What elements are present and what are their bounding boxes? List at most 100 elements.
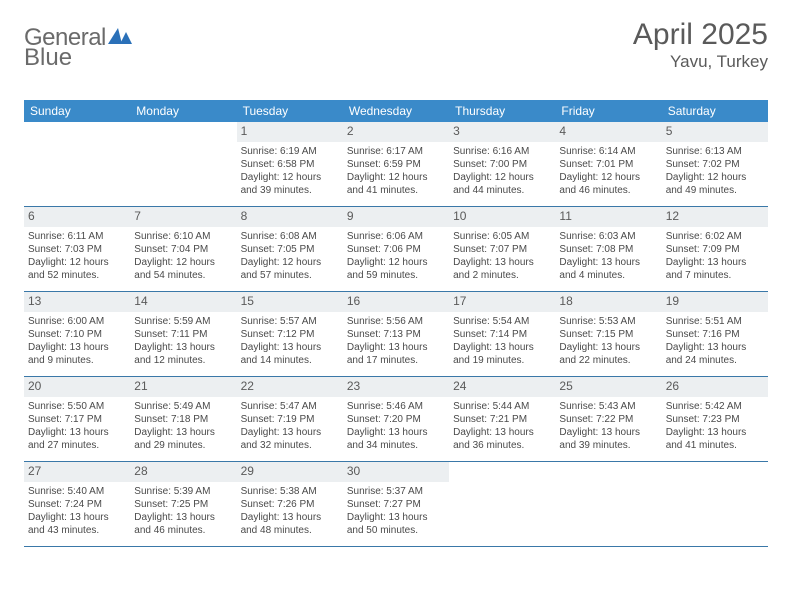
daylight-line: Daylight: 13 hours and 43 minutes. bbox=[28, 511, 126, 537]
day-cell: . bbox=[130, 122, 236, 206]
day-cell: 14Sunrise: 5:59 AMSunset: 7:11 PMDayligh… bbox=[130, 292, 236, 376]
sunset-line: Sunset: 7:11 PM bbox=[134, 328, 232, 341]
sunset-line: Sunset: 6:58 PM bbox=[241, 158, 339, 171]
daylight-line: Daylight: 13 hours and 29 minutes. bbox=[134, 426, 232, 452]
dow-cell: Saturday bbox=[662, 100, 768, 122]
day-cell: 7 Sunrise: 6:10 AMSunset: 7:04 PMDaylight… bbox=[130, 207, 236, 291]
day-cell: 6Sunrise: 6:11 AMSunset: 7:03 PMDaylight… bbox=[24, 207, 130, 291]
sunrise-line: Sunrise: 5:54 AM bbox=[453, 315, 551, 328]
page-subtitle: Yavu, Turkey bbox=[633, 52, 768, 72]
day-number: 10 bbox=[449, 207, 555, 227]
sunrise-line: Sunrise: 5:39 AM bbox=[134, 485, 232, 498]
day-cell: 21Sunrise: 5:49 AMSunset: 7:18 PMDayligh… bbox=[130, 377, 236, 461]
day-cell: 5Sunrise: 6:13 AMSunset: 7:02 PMDaylight… bbox=[662, 122, 768, 206]
calendar: SundayMondayTuesdayWednesdayThursdayFrid… bbox=[24, 100, 768, 547]
day-cell: 3Sunrise: 6:16 AMSunset: 7:00 PMDaylight… bbox=[449, 122, 555, 206]
sunrise-line: Sunrise: 5:47 AM bbox=[241, 400, 339, 413]
day-number: 16 bbox=[343, 292, 449, 312]
day-cell: 29Sunrise: 5:38 AMSunset: 7:26 PMDayligh… bbox=[237, 462, 343, 546]
daylight-line: Daylight: 13 hours and 9 minutes. bbox=[28, 341, 126, 367]
brand-word2: Blue bbox=[24, 44, 72, 72]
day-number: 24 bbox=[449, 377, 555, 397]
sunset-line: Sunset: 7:14 PM bbox=[453, 328, 551, 341]
day-number: 25 bbox=[555, 377, 661, 397]
week-row: 20Sunrise: 5:50 AMSunset: 7:17 PMDayligh… bbox=[24, 377, 768, 462]
week-row: 27Sunrise: 5:40 AMSunset: 7:24 PMDayligh… bbox=[24, 462, 768, 547]
day-number: 29 bbox=[237, 462, 343, 482]
sunrise-line: Sunrise: 5:56 AM bbox=[347, 315, 445, 328]
page-title: April 2025 bbox=[633, 18, 768, 52]
day-number: 17 bbox=[449, 292, 555, 312]
sunrise-line: Sunrise: 6:08 AM bbox=[241, 230, 339, 243]
sunset-line: Sunset: 7:08 PM bbox=[559, 243, 657, 256]
day-number: 30 bbox=[343, 462, 449, 482]
day-cell: 24Sunrise: 5:44 AMSunset: 7:21 PMDayligh… bbox=[449, 377, 555, 461]
sunrise-line: Sunrise: 5:51 AM bbox=[666, 315, 764, 328]
week-row: 6Sunrise: 6:11 AMSunset: 7:03 PMDaylight… bbox=[24, 207, 768, 292]
sunset-line: Sunset: 7:20 PM bbox=[347, 413, 445, 426]
sunset-line: Sunset: 7:05 PM bbox=[241, 243, 339, 256]
week-row: ..1Sunrise: 6:19 AMSunset: 6:58 PMDaylig… bbox=[24, 122, 768, 207]
daylight-line: Daylight: 12 hours and 41 minutes. bbox=[347, 171, 445, 197]
sunset-line: Sunset: 7:24 PM bbox=[28, 498, 126, 511]
day-number: 13 bbox=[24, 292, 130, 312]
day-cell: . bbox=[24, 122, 130, 206]
dow-cell: Friday bbox=[555, 100, 661, 122]
sunset-line: Sunset: 7:07 PM bbox=[453, 243, 551, 256]
day-cell: 27 Sunrise: 5:40 AMSunset: 7:24 PMDayligh… bbox=[24, 462, 130, 546]
sunrise-line: Sunrise: 5:49 AM bbox=[134, 400, 232, 413]
daylight-line: Daylight: 13 hours and 14 minutes. bbox=[241, 341, 339, 367]
daylight-line: Daylight: 13 hours and 27 minutes. bbox=[28, 426, 126, 452]
day-number: 19 bbox=[662, 292, 768, 312]
sunset-line: Sunset: 6:59 PM bbox=[347, 158, 445, 171]
day-number: 18 bbox=[555, 292, 661, 312]
day-number: 7 bbox=[130, 207, 236, 227]
dow-cell: Wednesday bbox=[343, 100, 449, 122]
day-cell: 4Sunrise: 6:14 AMSunset: 7:01 PMDaylight… bbox=[555, 122, 661, 206]
daylight-line: Daylight: 12 hours and 57 minutes. bbox=[241, 256, 339, 282]
brand-triangle-icon bbox=[108, 26, 134, 51]
day-number: 5 bbox=[662, 122, 768, 142]
day-number: 4 bbox=[555, 122, 661, 142]
daylight-line: Daylight: 12 hours and 39 minutes. bbox=[241, 171, 339, 197]
daylight-line: Daylight: 13 hours and 2 minutes. bbox=[453, 256, 551, 282]
day-cell: 12Sunrise: 6:02 AMSunset: 7:09 PMDayligh… bbox=[662, 207, 768, 291]
day-number: 11 bbox=[555, 207, 661, 227]
daylight-line: Daylight: 13 hours and 12 minutes. bbox=[134, 341, 232, 367]
sunset-line: Sunset: 7:09 PM bbox=[666, 243, 764, 256]
sunset-line: Sunset: 7:01 PM bbox=[559, 158, 657, 171]
daylight-line: Daylight: 13 hours and 22 minutes. bbox=[559, 341, 657, 367]
day-number: 9 bbox=[343, 207, 449, 227]
sunset-line: Sunset: 7:03 PM bbox=[28, 243, 126, 256]
day-number: 12 bbox=[662, 207, 768, 227]
sunrise-line: Sunrise: 6:17 AM bbox=[347, 145, 445, 158]
daylight-line: Daylight: 13 hours and 17 minutes. bbox=[347, 341, 445, 367]
day-cell: . bbox=[449, 462, 555, 546]
day-cell: . bbox=[555, 462, 661, 546]
day-cell: 19Sunrise: 5:51 AMSunset: 7:16 PMDayligh… bbox=[662, 292, 768, 376]
day-cell: 20Sunrise: 5:50 AMSunset: 7:17 PMDayligh… bbox=[24, 377, 130, 461]
daylight-line: Daylight: 12 hours and 46 minutes. bbox=[559, 171, 657, 197]
sunrise-line: Sunrise: 6:00 AM bbox=[28, 315, 126, 328]
sunrise-line: Sunrise: 6:10 AM bbox=[134, 230, 232, 243]
day-cell: 30Sunrise: 5:37 AMSunset: 7:27 PMDayligh… bbox=[343, 462, 449, 546]
sunrise-line: Sunrise: 6:06 AM bbox=[347, 230, 445, 243]
sunset-line: Sunset: 7:04 PM bbox=[134, 243, 232, 256]
day-number: 6 bbox=[24, 207, 130, 227]
daylight-line: Daylight: 12 hours and 54 minutes. bbox=[134, 256, 232, 282]
day-number: 3 bbox=[449, 122, 555, 142]
sunrise-line: Sunrise: 5:40 AM bbox=[28, 485, 126, 498]
daylight-line: Daylight: 13 hours and 19 minutes. bbox=[453, 341, 551, 367]
day-cell: 13Sunrise: 6:00 AMSunset: 7:10 PMDayligh… bbox=[24, 292, 130, 376]
daylight-line: Daylight: 13 hours and 36 minutes. bbox=[453, 426, 551, 452]
header: General April 2025 Yavu, Turkey bbox=[24, 18, 768, 72]
dow-cell: Tuesday bbox=[237, 100, 343, 122]
sunrise-line: Sunrise: 6:05 AM bbox=[453, 230, 551, 243]
sunset-line: Sunset: 7:27 PM bbox=[347, 498, 445, 511]
sunset-line: Sunset: 7:06 PM bbox=[347, 243, 445, 256]
dow-cell: Monday bbox=[130, 100, 236, 122]
day-number: 27 bbox=[24, 462, 130, 482]
sunrise-line: Sunrise: 5:38 AM bbox=[241, 485, 339, 498]
daylight-line: Daylight: 13 hours and 48 minutes. bbox=[241, 511, 339, 537]
sunrise-line: Sunrise: 6:03 AM bbox=[559, 230, 657, 243]
